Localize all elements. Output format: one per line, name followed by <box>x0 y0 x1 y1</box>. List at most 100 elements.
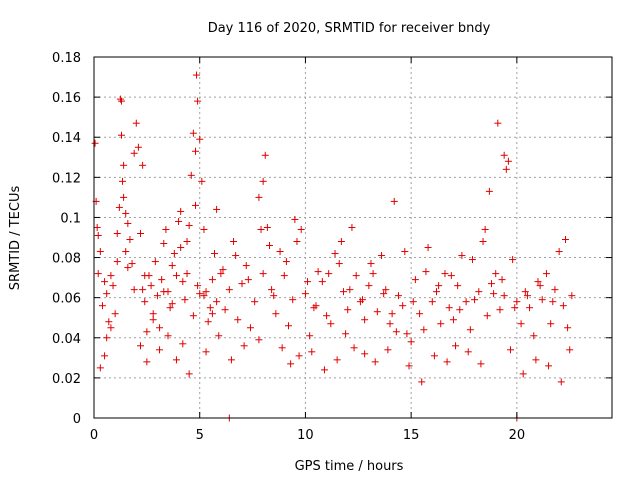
data-point <box>234 316 242 324</box>
data-point <box>244 276 252 284</box>
data-point <box>168 300 176 308</box>
data-point <box>517 320 525 328</box>
data-point <box>206 304 214 312</box>
data-point <box>215 332 223 340</box>
data-point <box>538 296 546 304</box>
data-point <box>289 296 297 304</box>
data-point <box>113 258 121 266</box>
data-point <box>122 209 130 217</box>
data-point <box>124 264 132 272</box>
data-point <box>270 292 278 300</box>
data-point <box>166 304 174 312</box>
data-point <box>367 260 375 268</box>
data-point <box>534 278 542 286</box>
data-point <box>545 362 553 370</box>
data-point <box>559 302 567 310</box>
data-point <box>371 358 379 366</box>
data-point <box>433 288 441 296</box>
data-point <box>420 326 428 334</box>
data-point <box>202 348 210 356</box>
data-point <box>424 244 432 252</box>
plot-frame <box>93 56 613 419</box>
data-point <box>405 362 413 370</box>
data-point <box>117 97 125 105</box>
data-point <box>278 344 286 352</box>
data-point <box>287 360 295 368</box>
data-point <box>452 342 460 350</box>
data-point <box>107 272 115 280</box>
data-point <box>230 238 238 246</box>
data-point <box>530 332 538 340</box>
data-point <box>179 278 187 286</box>
data-point <box>96 248 104 256</box>
data-point <box>172 356 180 364</box>
data-point <box>181 296 189 304</box>
data-point <box>153 292 161 300</box>
data-point <box>443 358 451 366</box>
x-tick-label: 0 <box>90 428 98 443</box>
data-point <box>98 302 106 310</box>
data-point <box>485 187 493 195</box>
data-point <box>494 119 502 127</box>
data-point <box>255 336 263 344</box>
data-point <box>399 302 407 310</box>
y-tick-label: 0.08 <box>52 252 81 267</box>
data-point <box>160 240 168 248</box>
data-point <box>147 282 155 290</box>
data-point <box>232 252 240 260</box>
data-point <box>428 298 436 306</box>
data-point <box>189 129 197 137</box>
data-point <box>327 320 335 328</box>
data-point <box>149 316 157 324</box>
data-point <box>403 330 411 338</box>
data-point <box>259 270 267 278</box>
data-point <box>350 344 358 352</box>
grid-layer <box>94 57 612 418</box>
data-point <box>561 236 569 244</box>
data-point <box>445 304 453 312</box>
data-point <box>346 286 354 294</box>
data-point <box>430 352 438 360</box>
data-point <box>416 310 424 318</box>
x-axis-label: GPS time / hours <box>295 459 404 474</box>
data-point <box>566 346 574 354</box>
data-point <box>532 356 540 364</box>
data-point <box>183 238 191 246</box>
data-point <box>113 229 121 237</box>
data-point <box>272 310 280 318</box>
data-point <box>194 97 202 105</box>
data-point <box>348 223 356 231</box>
data-point <box>492 270 500 278</box>
data-point <box>462 298 470 306</box>
data-point <box>177 207 185 215</box>
data-point <box>549 298 557 306</box>
data-point <box>168 262 176 270</box>
data-point <box>162 225 170 233</box>
data-point <box>94 231 102 239</box>
data-point <box>441 270 449 278</box>
y-tick-label: 0.1 <box>60 211 81 226</box>
data-point <box>547 320 555 328</box>
data-point <box>542 270 550 278</box>
data-point <box>251 298 259 306</box>
y-tick-label: 0.02 <box>52 372 81 387</box>
data-point <box>468 256 476 264</box>
data-point <box>238 280 246 288</box>
data-point <box>105 318 113 326</box>
data-point <box>500 151 508 159</box>
data-point <box>259 177 267 185</box>
data-point <box>261 151 269 159</box>
data-point <box>126 236 134 244</box>
ticks-layer: 0 0.02 0.04 0.06 0.08 0.1 0.12 0.14 0.16 0.18 0 5 10… <box>52 51 612 443</box>
data-point <box>466 326 474 334</box>
data-point <box>208 276 216 284</box>
data-point <box>392 328 400 336</box>
data-point <box>219 266 227 274</box>
data-point <box>132 119 140 127</box>
data-point <box>382 286 390 294</box>
data-point <box>101 278 109 286</box>
data-point <box>475 288 483 296</box>
data-point <box>483 312 491 320</box>
data-point <box>134 143 142 151</box>
data-point <box>189 312 197 320</box>
